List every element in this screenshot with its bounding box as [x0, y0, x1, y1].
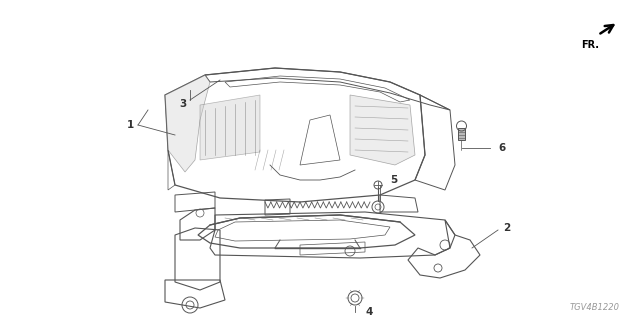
- Text: 6: 6: [498, 143, 505, 153]
- Polygon shape: [458, 128, 465, 140]
- Polygon shape: [165, 75, 210, 172]
- Text: FR.: FR.: [581, 40, 599, 50]
- Text: 2: 2: [503, 223, 510, 233]
- Polygon shape: [200, 95, 260, 160]
- Text: 4: 4: [365, 307, 372, 317]
- Text: 3: 3: [179, 99, 187, 109]
- Polygon shape: [350, 95, 415, 165]
- Text: 5: 5: [390, 175, 397, 185]
- Text: TGV4B1220: TGV4B1220: [570, 303, 620, 312]
- Text: 1: 1: [126, 120, 134, 130]
